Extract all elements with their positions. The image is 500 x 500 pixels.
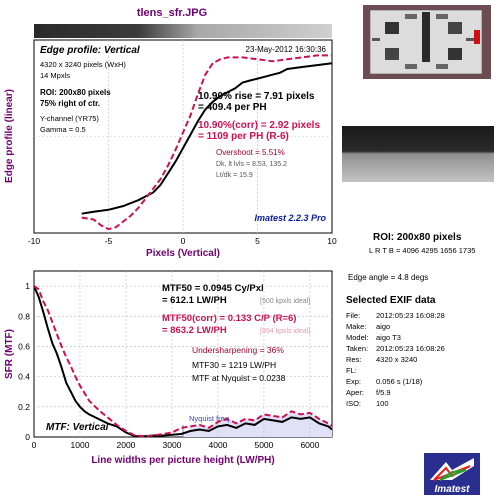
exif-key: ISO: xyxy=(346,399,361,408)
mtf-y-tick-label: 0.4 xyxy=(18,372,30,382)
edge-plot: -10 -5 0 5 10 Edge profile: Vertical 23-May-… xyxy=(28,39,337,246)
exif-value: 2012:05:23 16:08:26 xyxy=(376,344,445,353)
mtf-y-tick-label: 0.8 xyxy=(18,311,30,321)
mtf50corr-ideal: [994 kpxls ideal] xyxy=(260,328,310,335)
mtf-y-tick-label: 0 xyxy=(25,432,30,442)
edge-gradient-strip xyxy=(34,24,332,38)
edge-channel-line: Gamma = 0.5 xyxy=(40,125,86,134)
mtf-x-tick-label: 2000 xyxy=(117,440,136,450)
edge-rise-line: 10.90% rise = 7.91 pixels xyxy=(198,91,315,102)
exif-key: Make: xyxy=(346,322,366,331)
mtf-x-tick-label: 4000 xyxy=(208,440,227,450)
test-chart-thumbnail xyxy=(363,5,491,79)
mtf-x-ticks: 0 1000 2000 3000 4000 5000 6000 xyxy=(32,440,320,450)
edge-overshoot: Overshoot = 5.51% xyxy=(216,148,285,157)
mtf-x-tick-label: 5000 xyxy=(254,440,273,450)
edge-rise-line: = 409.4 per PH xyxy=(198,102,267,113)
logo-text: Imatest xyxy=(434,484,470,495)
edge-dk-line: Lt/dk = 15.9 xyxy=(216,172,253,179)
edge-x-label: Pixels (Vertical) xyxy=(146,248,220,259)
edge-subtitle: Edge profile: Vertical xyxy=(40,45,140,56)
mtf-y-label: SFR (MTF) xyxy=(4,329,15,379)
exif-key: Exp: xyxy=(346,377,361,386)
exif-value: 2012:05:23 16:08:28 xyxy=(376,311,445,320)
mtf50-ideal: [500 kpxls ideal] xyxy=(260,298,310,305)
exif-key: Model: xyxy=(346,333,369,342)
edge-dk-line: Dk, lt lvls = 8.53, 135.2 xyxy=(216,161,287,168)
roi-title: ROI: 200x80 pixels xyxy=(373,232,462,243)
undersharpening: Undersharpening = 36% xyxy=(192,345,284,355)
edge-channel-line: Y-channel (YR75) xyxy=(40,114,99,123)
roi-ltrb: L R T B = 4096 4295 1656 1735 xyxy=(369,246,475,255)
edge-x-tick-label: -5 xyxy=(105,236,113,246)
mtf-y-ticks: 0 0.2 0.4 0.6 0.8 1 xyxy=(18,281,30,442)
mtf-y-tick-label: 0.6 xyxy=(18,341,30,351)
mtf-x-label: Line widths per picture height (LW/PH) xyxy=(91,455,274,466)
edge-y-label: Edge profile (linear) xyxy=(4,89,15,183)
edge-x-tick-label: 10 xyxy=(327,236,337,246)
edge-rise-corr-line: 10.90%(corr) = 2.92 pixels xyxy=(198,120,320,131)
mtf-x-tick-label: 0 xyxy=(32,440,37,450)
exif-value: aigo T3 xyxy=(376,333,401,342)
mtf-at-nyquist: MTF at Nyquist = 0.0238 xyxy=(192,373,286,383)
edge-info-line: 4320 x 3240 pixels (WxH) xyxy=(40,60,126,69)
edge-date: 23-May-2012 16:30:36 xyxy=(246,45,327,54)
edge-roi-line: 75% right of ctr. xyxy=(40,99,100,108)
edge-measured-line xyxy=(81,62,333,215)
edge-x-tick-label: 0 xyxy=(181,236,186,246)
edge-x-tick-label: -10 xyxy=(28,236,41,246)
exif-list: File: 2012:05:23 16:08:28 Make: aigo Model: a… xyxy=(346,311,445,408)
mtf-x-tick-label: 6000 xyxy=(300,440,319,450)
nyquist-label: Nyquist freq. xyxy=(189,414,231,423)
edge-corrected-line xyxy=(81,54,332,231)
mtf-x-tick-label: 3000 xyxy=(163,440,182,450)
edge-x-tick-label: 5 xyxy=(255,236,260,246)
exif-key: Aper: xyxy=(346,388,364,397)
edge-rise-corr-line: = 1109 per PH (R-6) xyxy=(198,131,289,142)
exif-value: 100 xyxy=(376,399,389,408)
exif-key: Res: xyxy=(346,355,361,364)
mtf-x-tick-label: 1000 xyxy=(71,440,90,450)
exif-value: f/5.9 xyxy=(376,388,391,397)
mtf-corrected-line xyxy=(33,285,333,438)
edge-info-line: 14 Mpxls xyxy=(40,71,70,80)
exif-value: 0.056 s (1/18) xyxy=(376,377,423,386)
mtf50-line: = 612.1 LW/PH xyxy=(162,295,227,306)
exif-value: 4320 x 3240 xyxy=(376,355,417,364)
mtf50corr-line: MTF50(corr) = 0.133 C/P (R=6) xyxy=(162,313,296,324)
edge-roi-line: ROI: 200x80 pixels xyxy=(40,88,111,97)
mtf-grid xyxy=(34,271,332,437)
imatest-version: Imatest 2.2.3 Pro xyxy=(254,213,326,223)
mtf-plot: 0 1000 2000 3000 4000 5000 6000 0 0.2 0.4 0.6 0.8 1… xyxy=(18,270,333,450)
exif-title: Selected EXIF data xyxy=(346,295,436,306)
exif-key: File: xyxy=(346,311,360,320)
imatest-logo: Imatest xyxy=(424,453,480,495)
mtf30: MTF30 = 1219 LW/PH xyxy=(192,360,276,370)
exif-key: FL: xyxy=(346,366,357,375)
mtf50corr-line: = 863.2 LW/PH xyxy=(162,325,227,336)
edge-angle: Edge angle = 4.8 degs xyxy=(348,273,428,282)
edge-grid xyxy=(34,40,332,233)
exif-value: aigo xyxy=(376,322,390,331)
mtf-y-tick-label: 0.2 xyxy=(18,402,30,412)
exif-key: Taken: xyxy=(346,344,368,353)
roi-crop-image xyxy=(342,126,494,182)
edge-x-ticks: -10 -5 0 5 10 xyxy=(28,236,337,246)
window-title: tlens_sfr.JPG xyxy=(137,7,207,19)
mtf-y-tick-label: 1 xyxy=(25,281,30,291)
mtf50-line: MTF50 = 0.0945 Cy/Pxl xyxy=(162,283,264,294)
mtf-subtitle: MTF: Vertical xyxy=(46,422,109,433)
